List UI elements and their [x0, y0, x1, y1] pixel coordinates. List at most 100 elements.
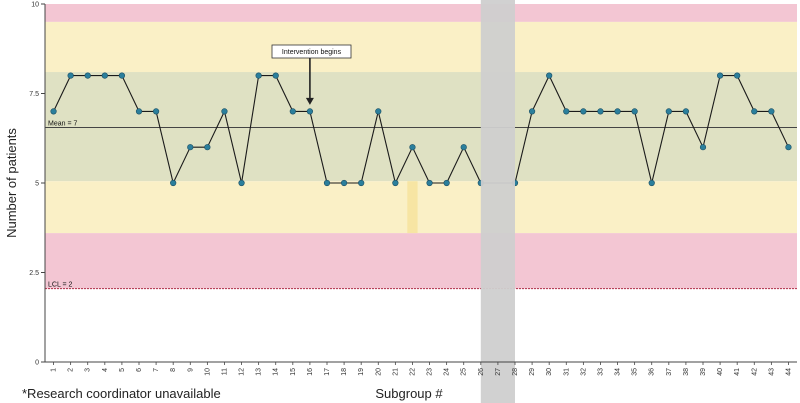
x-tick-label: 23 [427, 368, 434, 376]
series-segment [206, 111, 225, 148]
x-tick-label: 15 [290, 368, 297, 376]
data-point [135, 108, 143, 115]
data-point [597, 108, 604, 115]
series-segment [121, 75, 140, 112]
series-group [50, 72, 792, 187]
x-tick-label: 41 [734, 368, 741, 376]
data-point [546, 72, 553, 79]
series-segment [172, 146, 191, 184]
data-point [118, 72, 126, 79]
x-tick-label: 3 [85, 368, 92, 372]
lcl-label: LCL = 2 [48, 282, 73, 289]
data-point [631, 108, 638, 115]
data-point [528, 108, 536, 115]
series-segment [53, 75, 72, 112]
data-point [306, 108, 314, 115]
y-tick-label: 10 [31, 2, 39, 9]
series-segment [446, 146, 465, 184]
data-point [152, 108, 160, 115]
series-segment [651, 111, 670, 184]
data-point [426, 179, 433, 187]
x-tick-label: 30 [546, 368, 553, 376]
x-tick-label: 36 [649, 368, 656, 376]
footnote: *Research coordinator unavailable [22, 386, 221, 401]
series-segment [770, 111, 789, 148]
x-tick-label: 4 [102, 368, 109, 372]
x-tick-label: 16 [307, 368, 314, 376]
zone-band [45, 72, 797, 182]
data-point [460, 144, 467, 151]
x-tick-label: 17 [324, 368, 331, 376]
data-point [665, 108, 672, 115]
data-point [272, 72, 279, 79]
data-point [101, 72, 108, 79]
data-point [358, 179, 365, 187]
annotation-arrowhead [305, 97, 314, 105]
series-segment [736, 75, 755, 112]
x-tick-label: 25 [461, 368, 468, 376]
x-tick-label: 7 [153, 368, 160, 372]
x-tick-label: 19 [358, 368, 365, 376]
x-tick-label: 38 [683, 368, 690, 376]
data-point [768, 108, 775, 115]
y-tick-label: 2.5 [29, 270, 39, 277]
x-tick-label: 28 [512, 368, 519, 376]
x-tick-label: 5 [119, 368, 126, 372]
data-point [221, 108, 228, 115]
annotation-text: Intervention begins [282, 49, 342, 56]
series-segment [309, 111, 328, 184]
series-segment [463, 146, 482, 184]
zone-band [45, 181, 797, 234]
data-point [409, 144, 416, 151]
data-point [84, 72, 91, 79]
x-tick-label: 20 [375, 368, 382, 376]
data-point [238, 179, 245, 187]
x-tick-label: 10 [204, 368, 211, 376]
data-point [563, 108, 570, 115]
y-tick-label: 0 [35, 360, 39, 367]
series-segment [275, 75, 294, 112]
x-tick-label: 18 [341, 368, 348, 376]
x-tick-label: 29 [529, 368, 536, 376]
series-segment [223, 111, 243, 184]
x-tick-label: 8 [170, 368, 177, 372]
x-tick-label: 21 [392, 368, 399, 376]
x-tick-label: 43 [768, 368, 775, 376]
y-axis-label: Number of patients [4, 128, 19, 238]
annotation-box [271, 44, 352, 59]
y-tick-label: 7.5 [29, 91, 39, 98]
data-point [323, 179, 331, 187]
x-tick-label: 9 [187, 368, 194, 372]
data-point [375, 108, 382, 115]
x-tick-label: 27 [495, 368, 502, 376]
data-point [614, 108, 621, 115]
data-point [204, 144, 211, 151]
zone-bands [45, 4, 797, 289]
x-tick-label: 14 [273, 368, 280, 376]
series-segment [531, 75, 550, 112]
x-tick-label: 2 [68, 368, 75, 372]
series-segment [634, 111, 653, 184]
x-tick-label: 12 [239, 368, 246, 376]
data-point [50, 108, 57, 115]
y-tick-label: 5 [35, 181, 39, 188]
series-segment [155, 111, 174, 184]
data-point [785, 144, 792, 151]
x-tick-label: 11 [221, 368, 228, 375]
data-point [716, 72, 724, 79]
excluded-subgroup-band [480, 0, 515, 403]
x-tick-label: 6 [136, 368, 143, 372]
series-segment [514, 111, 533, 184]
data-point [170, 179, 177, 187]
series-segment [548, 75, 567, 112]
x-tick-label: 1 [51, 368, 58, 372]
zone-band [45, 21, 797, 73]
x-tick-label: 44 [785, 368, 792, 376]
data-point [67, 72, 74, 79]
center-line-label: Mean = 7 [48, 121, 77, 128]
x-tick-label: 42 [751, 368, 758, 376]
zone-band [45, 4, 797, 22]
data-point [648, 179, 655, 187]
